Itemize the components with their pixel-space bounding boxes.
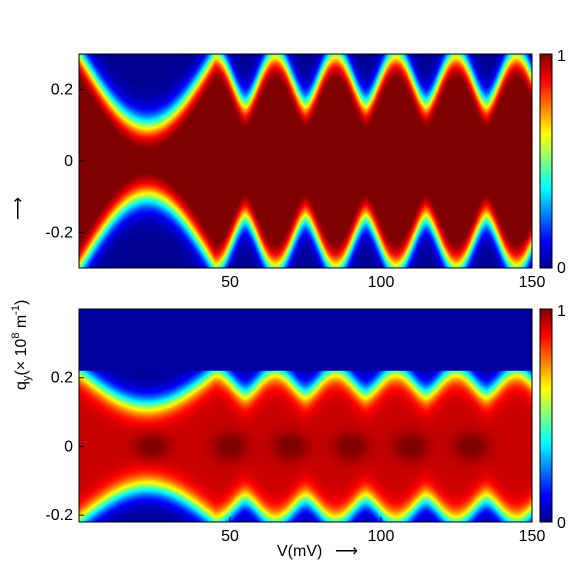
bottom-colorbar: [539, 308, 553, 523]
bottom-x-tick-label: 150: [519, 528, 546, 545]
top-y-tick-label: 0.2: [51, 82, 73, 99]
bottom-panel: 50 100 150 0.2 0 -0.2 1 0: [45, 303, 566, 545]
y-axis-label-group: qy(× 108 m-1): [10, 300, 33, 390]
bottom-colorbar-min-label: 0: [557, 515, 566, 532]
bottom-y-tick-label: 0: [64, 438, 73, 455]
bottom-x-tick-label: 100: [368, 528, 395, 545]
y-axis-arrow: ⟶: [10, 197, 27, 220]
top-x-tick-label: 100: [368, 274, 395, 291]
bottom-y-tick-label: 0.2: [51, 370, 73, 387]
top-y-tick-label: 0: [64, 153, 73, 170]
top-colorbar-max-label: 1: [557, 48, 566, 65]
top-y-tick-label: -0.2: [45, 224, 73, 241]
top-panel: 50 100 150 0.2 0 -0.2 1 0: [45, 48, 566, 291]
top-x-tick-label: 150: [519, 274, 546, 291]
top-ticks: 50 100 150 0.2 0 -0.2: [45, 82, 545, 291]
bottom-y-tick-label: -0.2: [45, 507, 73, 524]
y-axis-label: qy(× 108 m-1): [10, 300, 33, 390]
bottom-plot-frame: [78, 308, 533, 523]
top-x-tick-label: 50: [221, 274, 239, 291]
top-colorbar: [539, 53, 553, 269]
bottom-x-tick-label: 50: [221, 528, 239, 545]
y-axis-arrow-group: ⟶: [10, 197, 27, 220]
x-axis-arrow: ⟶: [335, 543, 358, 560]
bottom-heatmap: [79, 309, 532, 522]
bottom-ticks: 50 100 150 0.2 0 -0.2: [45, 370, 545, 545]
bottom-colorbar-max-label: 1: [557, 303, 566, 320]
top-colorbar-min-label: 0: [557, 260, 566, 277]
x-axis-label: V(mV): [277, 543, 322, 560]
top-heatmap: [79, 54, 532, 268]
